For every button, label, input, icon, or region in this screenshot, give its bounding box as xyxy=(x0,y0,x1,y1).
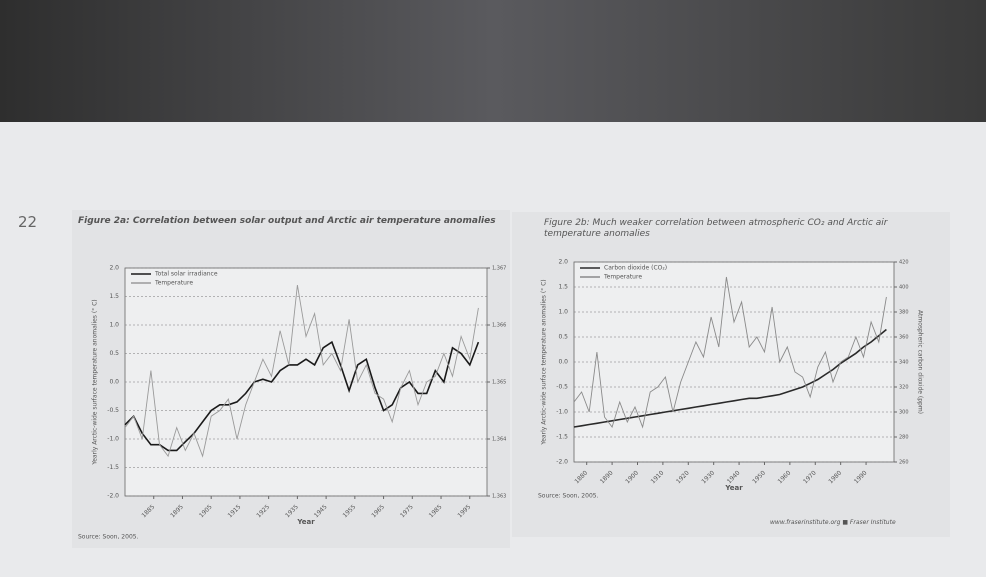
y-tick-label: 0.5 xyxy=(109,350,119,357)
y2-tick-label: 320 xyxy=(899,385,909,391)
legend-label: Temperature xyxy=(154,280,193,287)
y2-tick-label: 260 xyxy=(899,460,909,466)
y2-axis-label: Atmospheric carbon dioxide (ppm) xyxy=(917,310,924,414)
y2-tick-label: 300 xyxy=(899,410,909,416)
chart-title: Figure 2b: Much weaker correlation betwe… xyxy=(544,218,888,239)
y-tick-label: 0.0 xyxy=(109,379,119,386)
y2-tick-label: 420 xyxy=(899,260,909,266)
y2-tick-label: 1,365 xyxy=(492,380,506,386)
legend-label: Carbon dioxide (CO₂) xyxy=(604,265,667,272)
y2-tick-label: 360 xyxy=(899,335,909,341)
legend-label: Temperature xyxy=(603,274,642,281)
x-axis-label: Year xyxy=(296,518,315,526)
y-axis-label: Yearly Arctic-wide surface temperature a… xyxy=(92,299,99,465)
legend-label: Total solar irradiance xyxy=(154,271,218,278)
y-tick-label: 1.5 xyxy=(109,293,119,300)
y-tick-label: 1.0 xyxy=(109,322,119,329)
y-tick-label: 0.5 xyxy=(558,334,568,341)
series-line xyxy=(573,276,887,429)
y-tick-label: 0.0 xyxy=(558,359,568,366)
y-axis-label: Yearly Arctic-wide surface temperature a… xyxy=(541,279,548,445)
x-axis-label: Year xyxy=(724,484,743,492)
y-tick-label: -0.5 xyxy=(107,407,119,414)
y-tick-label: -0.5 xyxy=(556,384,568,391)
y2-tick-label: 340 xyxy=(899,360,909,366)
y-tick-label: -1.5 xyxy=(107,464,119,471)
y2-tick-label: 380 xyxy=(899,310,909,316)
y2-tick-label: 280 xyxy=(899,435,909,441)
y-tick-label: -2.0 xyxy=(556,459,568,466)
y-tick-label: 2.0 xyxy=(558,259,568,266)
y-tick-label: -1.0 xyxy=(107,436,119,443)
y-tick-label: 2.0 xyxy=(109,265,119,272)
source: Source: Soon, 2005. xyxy=(538,493,599,500)
y-tick-label: -1.0 xyxy=(556,409,568,416)
y2-tick-label: 1,367 xyxy=(492,266,506,272)
y-tick-label: 1.0 xyxy=(558,309,568,316)
y2-tick-label: 1,364 xyxy=(492,437,506,443)
series-line xyxy=(124,285,479,458)
y-tick-label: -2.0 xyxy=(107,493,119,500)
y-tick-label: -1.5 xyxy=(556,434,568,441)
y2-tick-label: 1,366 xyxy=(492,323,506,329)
y-tick-label: 1.5 xyxy=(558,284,568,291)
title-text: Figure 2a: Correlation between solar out… xyxy=(78,216,496,226)
chart-title: Figure 2a: Correlation between solar out… xyxy=(78,216,508,240)
source: Source: Soon, 2005. xyxy=(78,534,139,541)
page-number: 22 xyxy=(18,213,38,231)
y2-tick-label: 400 xyxy=(899,285,909,291)
y2-tick-label: 1,363 xyxy=(492,494,506,500)
background xyxy=(0,0,986,125)
series-line xyxy=(124,340,480,452)
footer: www.fraserinstitute.org ■ Fraser Institu… xyxy=(770,519,896,526)
